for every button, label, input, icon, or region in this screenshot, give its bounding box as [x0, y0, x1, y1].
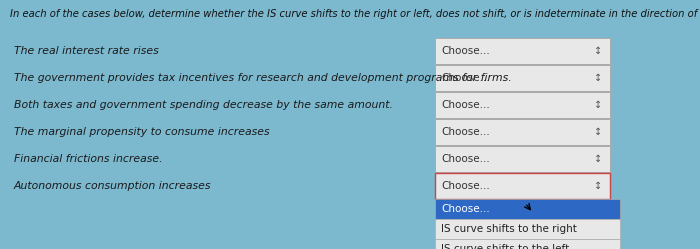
Bar	[435, 146, 610, 172]
Text: ↕: ↕	[594, 46, 602, 56]
Text: ↕: ↕	[594, 154, 602, 164]
Bar	[435, 65, 610, 91]
Text: ↕: ↕	[594, 127, 602, 137]
Text: ↕: ↕	[594, 100, 602, 110]
Text: Autonomous consumption increases: Autonomous consumption increases	[14, 181, 211, 191]
Text: In each of the cases below, determine whether the IS curve shifts to the right o: In each of the cases below, determine wh…	[10, 9, 700, 19]
Text: IS curve shifts to the right: IS curve shifts to the right	[441, 224, 577, 234]
Bar	[435, 38, 610, 64]
Bar	[435, 92, 610, 118]
Text: IS curve shifts to the left: IS curve shifts to the left	[441, 244, 569, 249]
Text: The government provides tax incentives for research and development programs for: The government provides tax incentives f…	[14, 73, 512, 83]
Text: ↕: ↕	[594, 181, 602, 191]
Text: Choose...: Choose...	[441, 100, 490, 110]
Bar	[435, 173, 610, 199]
Text: The real interest rate rises: The real interest rate rises	[14, 46, 159, 56]
Bar	[435, 219, 620, 239]
Text: ↕: ↕	[594, 73, 602, 83]
Text: Choose...: Choose...	[441, 46, 490, 56]
Text: Choose...: Choose...	[441, 181, 490, 191]
Text: Choose...: Choose...	[441, 73, 490, 83]
Text: Financial frictions increase.: Financial frictions increase.	[14, 154, 162, 164]
Text: The marginal propensity to consume increases: The marginal propensity to consume incre…	[14, 127, 270, 137]
Text: Choose...: Choose...	[441, 154, 490, 164]
Text: Choose...: Choose...	[441, 204, 490, 214]
Bar	[435, 239, 620, 249]
Text: Choose...: Choose...	[441, 127, 490, 137]
Bar	[435, 119, 610, 145]
Bar	[435, 199, 620, 219]
Text: Both taxes and government spending decrease by the same amount.: Both taxes and government spending decre…	[14, 100, 393, 110]
